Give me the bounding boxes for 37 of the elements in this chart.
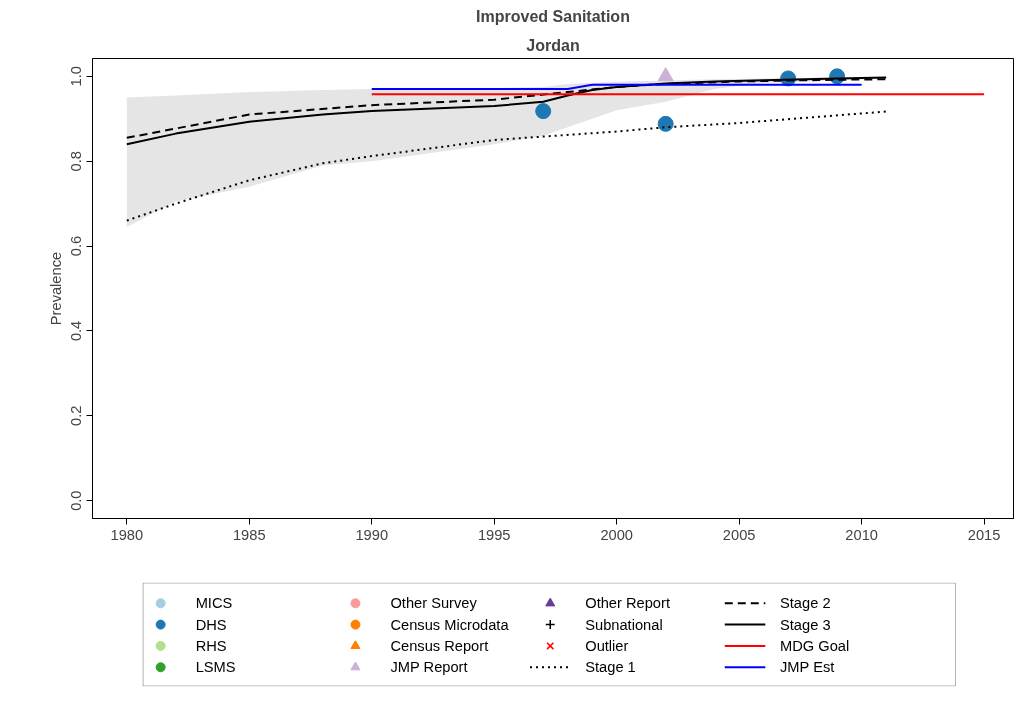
legend-label: Census Report: [390, 637, 489, 654]
y-tick-label: 0.6: [68, 235, 85, 257]
legend-label: DHS: [195, 616, 227, 633]
x-tick-label: 2000: [600, 526, 633, 543]
legend-label: Other Report: [585, 595, 670, 612]
legend-label: Stage 2: [780, 595, 831, 612]
x-tick-label: 2010: [845, 526, 878, 543]
y-axis-title: Prevalence: [47, 251, 64, 326]
x-tick-label: 1995: [477, 526, 511, 543]
legend-label: Outlier: [585, 637, 629, 654]
legend-label: RHS: [195, 637, 227, 654]
x-tick-label: 2005: [722, 526, 756, 543]
x-tick-label: 2015: [967, 526, 1001, 543]
legend-label: JMP Report: [390, 659, 468, 676]
point: [535, 103, 552, 120]
legend-label: LSMS: [195, 659, 236, 676]
line-series: [125, 110, 888, 222]
point: [657, 115, 674, 132]
legend-label: MICS: [195, 595, 233, 612]
y-tick-label: 0.0: [68, 490, 85, 511]
x-tick-label: 1980: [110, 526, 144, 543]
legend-label: JMP Est: [780, 659, 835, 676]
point: [657, 67, 674, 82]
y-tick-label: 1.0: [68, 66, 85, 87]
y-tick-label: 0.2: [68, 405, 85, 426]
legend-label: Stage 3: [780, 616, 831, 633]
legend-label: Census Microdata: [390, 616, 510, 633]
y-tick-label: 0.4: [68, 320, 85, 342]
legend-label: MDG Goal: [780, 637, 850, 654]
legend-label: Stage 1: [585, 659, 636, 676]
chart-title: Improved Sanitation: [476, 7, 630, 25]
legend-label: Other Survey: [390, 595, 478, 612]
legend-label: Subnational: [585, 616, 663, 633]
x-tick-label: 1985: [232, 526, 266, 543]
chart-subtitle: Jordan: [526, 36, 580, 54]
y-tick-label: 0.8: [68, 151, 85, 172]
x-tick-label: 1990: [355, 526, 389, 543]
